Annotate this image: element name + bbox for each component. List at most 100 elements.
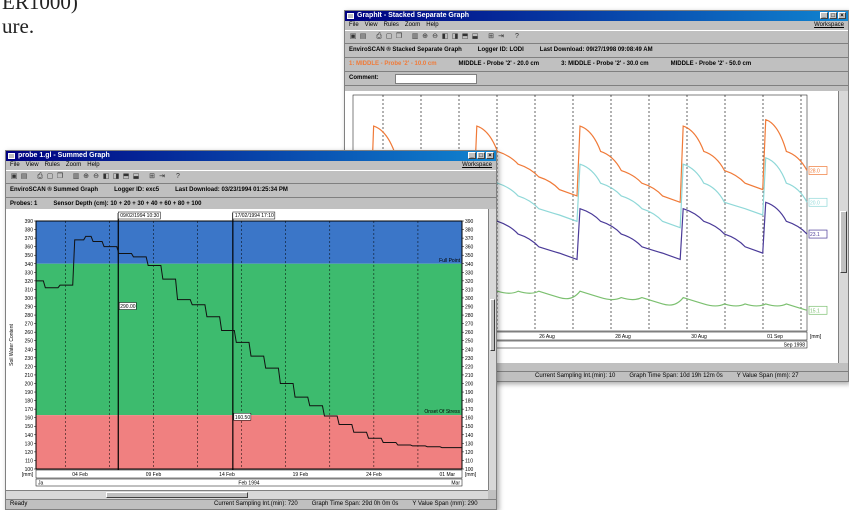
save-icon[interactable]: ▤	[359, 33, 367, 40]
zoom-right-icon[interactable]: ◨	[451, 33, 459, 40]
menu-zoom[interactable]: Zoom	[65, 162, 82, 168]
end-value-label: 20.0	[810, 200, 820, 206]
workspace-link[interactable]: Workspace	[814, 22, 844, 28]
zoom-in-icon[interactable]: ⊕	[83, 173, 89, 180]
plot-frame	[35, 220, 463, 470]
zoom-down-icon[interactable]: ⬓	[471, 33, 479, 40]
zoom-up-icon[interactable]: ⬒	[461, 33, 469, 40]
zoom-fit-icon[interactable]: ⊞	[488, 33, 494, 40]
copy-icon[interactable]: ❐	[56, 173, 64, 180]
x-unit-right: [mm]	[465, 472, 477, 478]
soil-water-line	[36, 235, 462, 449]
menu-file[interactable]: File	[10, 162, 20, 168]
save-icon[interactable]: ▤	[20, 173, 28, 180]
minimize-button[interactable]: _	[820, 12, 828, 19]
print-icon[interactable]: ⎙	[37, 173, 43, 180]
menu-view[interactable]: View	[364, 22, 378, 28]
y-tick-label-right: 190	[465, 390, 474, 396]
menu-view[interactable]: View	[25, 162, 39, 168]
zoom-right-icon[interactable]: ◨	[112, 173, 120, 180]
comment-bar: Comment:	[345, 72, 848, 86]
zoom-up-icon[interactable]: ⬒	[122, 173, 130, 180]
menu-rules[interactable]: Rules	[383, 22, 399, 28]
y-tick-label-right: 390	[465, 219, 474, 225]
stacked-x-tick-label: 30 Aug	[691, 334, 707, 340]
x-tick-label: 24 Feb	[366, 472, 382, 478]
open-icon[interactable]: ▣	[349, 33, 357, 40]
menu-file[interactable]: File	[349, 22, 359, 28]
full-point-label: Full Point	[439, 258, 460, 264]
stacked-toolbar: ▣ ▤ ⎙ ▢ ❐ ▥ ⊕ ⊖ ◧ ◨ ⬒ ⬓ ⊞ ⇥ ?	[345, 30, 848, 44]
app-icon	[8, 153, 15, 159]
summed-horizontal-scrollbar[interactable]	[6, 490, 488, 499]
y-tick-label-right: 160	[465, 416, 474, 422]
comment-label: Comment:	[349, 75, 379, 81]
workspace-link[interactable]: Workspace	[462, 162, 492, 168]
menu-help[interactable]: Help	[87, 162, 100, 168]
menu-rules[interactable]: Rules	[44, 162, 60, 168]
chart-icon[interactable]: ▥	[72, 173, 80, 180]
y-tick-label-right: 280	[465, 313, 474, 319]
summed-statusbar: Ready Current Sampling Int.(min): 720 Gr…	[6, 499, 496, 509]
print-icon[interactable]: ⎙	[376, 33, 382, 40]
y-tick-label-left: 220	[25, 364, 34, 370]
stacked-month-label-right: Sep 1998	[784, 343, 806, 349]
close-button[interactable]: ×	[486, 152, 494, 159]
open-icon[interactable]: ▣	[10, 173, 18, 180]
help-icon[interactable]: ?	[176, 173, 180, 180]
stacked-vertical-scrollbar[interactable]	[838, 91, 848, 363]
close-button[interactable]: ×	[838, 12, 846, 19]
status-time-span: Graph Time Span: 29d 0h 0m 0s	[311, 501, 399, 507]
copy-icon[interactable]: ❐	[395, 33, 403, 40]
comment-field[interactable]	[394, 74, 477, 84]
summed-graph-window: probe 1.gl - Summed Graph _ □ × File Vie…	[5, 150, 497, 510]
y-tick-label-right: 360	[465, 245, 474, 251]
stacked-x-tick-label: 28 Aug	[615, 334, 631, 340]
y-tick-label-right: 150	[465, 424, 474, 430]
y-tick-label-left: 240	[25, 347, 34, 353]
export-icon[interactable]: ⇥	[498, 33, 504, 40]
y-tick-label-left: 170	[25, 407, 34, 413]
export-icon[interactable]: ⇥	[159, 173, 165, 180]
y-tick-label-left: 360	[25, 245, 34, 251]
summed-window-titlebar: probe 1.gl - Summed Graph _ □ ×	[6, 151, 496, 161]
zoom-in-icon[interactable]: ⊕	[422, 33, 428, 40]
menu-help[interactable]: Help	[426, 22, 439, 28]
month-strip	[35, 478, 463, 487]
zoom-left-icon[interactable]: ◧	[102, 173, 110, 180]
cursor-2-label: 17/02/1994 17:10	[235, 213, 274, 219]
help-icon[interactable]: ?	[515, 33, 519, 40]
stacked-legend-bar: 1: MIDDLE - Probe '2' - 10.0 cm MIDDLE -…	[345, 58, 848, 72]
summed-vertical-scrollbar[interactable]	[488, 209, 496, 490]
y-tick-label-left: 190	[25, 390, 34, 396]
stacked-x-unit: [mm]	[810, 334, 822, 340]
zoom-fit-icon[interactable]: ⊞	[149, 173, 155, 180]
summed-vscroll-thumb[interactable]	[490, 299, 495, 351]
zoom-out-icon[interactable]: ⊖	[432, 33, 438, 40]
x-tick-label: 01 Mar	[440, 472, 456, 478]
end-value-box	[808, 197, 828, 207]
preview-icon[interactable]: ▢	[46, 173, 54, 180]
x-tick-label: 19 Feb	[293, 472, 309, 478]
menu-zoom[interactable]: Zoom	[404, 22, 421, 28]
zoom-left-icon[interactable]: ◧	[441, 33, 449, 40]
summed-hscroll-thumb[interactable]	[106, 492, 248, 498]
y-tick-label-right: 220	[465, 364, 474, 370]
y-tick-label-right: 310	[465, 287, 474, 293]
maximize-button[interactable]: □	[829, 12, 837, 19]
maximize-button[interactable]: □	[477, 152, 485, 159]
minimize-button[interactable]: _	[468, 152, 476, 159]
probes-count: Probes: 1	[10, 201, 38, 207]
chart-icon[interactable]: ▥	[411, 33, 419, 40]
refill-zone	[36, 263, 462, 416]
y-tick-label-right: 110	[465, 458, 473, 464]
preview-icon[interactable]: ▢	[385, 33, 393, 40]
stacked-vscroll-thumb[interactable]	[840, 211, 847, 273]
zoom-out-icon[interactable]: ⊖	[93, 173, 99, 180]
y-tick-label-right: 120	[465, 450, 474, 456]
summed-window-title: probe 1.gl - Summed Graph	[18, 152, 110, 159]
y-tick-label-right: 320	[465, 279, 474, 285]
zoom-down-icon[interactable]: ⬓	[132, 173, 140, 180]
y-axis-label: Soil Water Content	[9, 324, 15, 366]
stacked-menubar: File View Rules Zoom Help Workspace	[345, 21, 848, 30]
